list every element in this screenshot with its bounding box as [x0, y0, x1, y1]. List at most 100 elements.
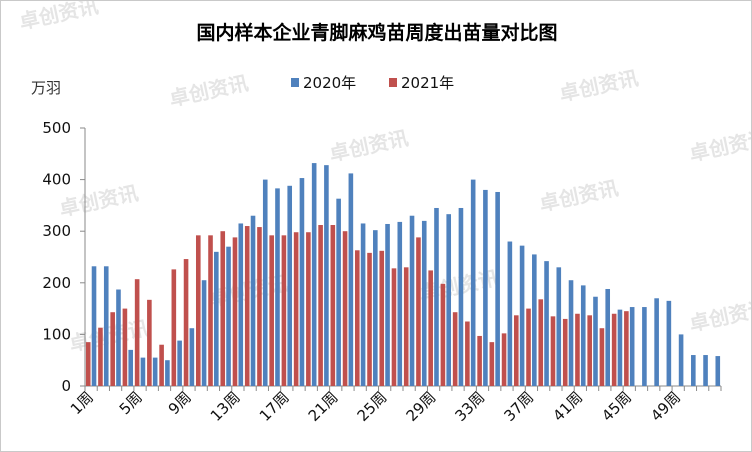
bar-2021 — [85, 342, 91, 386]
bar-2021 — [98, 327, 103, 386]
bar-2021 — [122, 308, 128, 386]
x-tick-label: 13周 — [207, 388, 244, 425]
bar-2021 — [330, 225, 336, 386]
plot-area: 0 100 200 300 400 500 1周 5周 9周 13周 17周 21周 25周 29周 33周… — [42, 119, 722, 425]
x-tick-label: 29周 — [403, 388, 440, 425]
bar-2021 — [281, 235, 287, 386]
bar-2020 — [152, 357, 158, 386]
bar-2020 — [446, 214, 452, 386]
legend-label: 2020年 — [303, 74, 356, 92]
bar-2020 — [593, 296, 598, 386]
bar-2021 — [550, 316, 556, 386]
bar-2020 — [507, 241, 513, 386]
bar-2020 — [262, 179, 268, 386]
bar-2021 — [575, 313, 580, 386]
bar-2020 — [128, 349, 134, 386]
bar-2021 — [110, 312, 115, 386]
bar-2021 — [183, 259, 189, 386]
x-tick-label: 37周 — [500, 388, 537, 425]
bar-2021 — [416, 237, 421, 386]
bar-2021 — [452, 312, 458, 386]
bar-2020 — [116, 289, 121, 386]
y-tick-label: 100 — [42, 325, 71, 343]
watermark-text: 卓创资讯 — [557, 66, 640, 106]
bar-2021 — [379, 250, 385, 386]
bar-2021 — [428, 270, 433, 386]
bar-2021 — [465, 321, 470, 386]
bar-2021 — [159, 344, 164, 386]
bar-2020 — [421, 220, 427, 386]
watermark-text: 卓创资讯 — [687, 296, 751, 336]
y-tick-label: 400 — [42, 171, 71, 189]
x-tick-label: 17周 — [256, 388, 293, 425]
chart-title: 国内样本企业青脚麻鸡苗周度出苗量对比图 — [196, 21, 557, 44]
bar-2021 — [244, 226, 250, 386]
bar-2020 — [299, 178, 305, 386]
bar-2020 — [336, 198, 341, 386]
bar-2021 — [391, 268, 397, 386]
x-tick-label: 49周 — [647, 388, 684, 425]
bar-2020 — [324, 165, 329, 386]
bar-2020 — [287, 185, 293, 386]
bar-2020 — [703, 355, 708, 386]
bar-2021 — [403, 267, 409, 386]
bar-2020 — [165, 360, 170, 386]
bar-2021 — [526, 308, 531, 386]
bar-2021 — [232, 237, 238, 386]
bar-2020 — [691, 355, 696, 386]
bar-2020 — [409, 215, 415, 386]
bar-2020 — [348, 173, 354, 386]
bar-2021 — [354, 250, 360, 386]
bar-2020 — [189, 328, 195, 386]
bar-2021 — [624, 311, 629, 386]
x-tick-label: 9周 — [165, 388, 195, 418]
bar-2021 — [306, 232, 311, 386]
bar-2020 — [519, 245, 525, 386]
bar-2021 — [147, 299, 152, 386]
bar-2020 — [568, 280, 574, 386]
y-tick-label: 500 — [42, 119, 71, 137]
bar-2020 — [373, 230, 378, 386]
bar-2020 — [678, 334, 684, 386]
bar-2020 — [214, 251, 219, 386]
bar-2020 — [580, 285, 586, 386]
watermark-text: 卓创资讯 — [687, 126, 751, 166]
bar-2020 — [275, 188, 280, 386]
bar-2020 — [250, 215, 256, 386]
bar-2020 — [556, 267, 562, 386]
bar-2020 — [91, 266, 97, 386]
bar-2020 — [385, 223, 390, 386]
bar-2021 — [440, 283, 446, 386]
x-tick-label: 33周 — [451, 388, 488, 425]
bar-2021 — [562, 318, 568, 386]
bar-2021 — [477, 335, 482, 386]
bar-2021 — [134, 279, 140, 386]
bar-2020 — [605, 288, 611, 386]
y-tick-label: 300 — [42, 222, 71, 240]
bar-2021 — [587, 315, 592, 386]
bar-2020 — [617, 309, 623, 386]
bar-2021 — [611, 313, 617, 386]
watermark-text: 卓创资讯 — [17, 1, 100, 34]
x-tick-label: 21周 — [305, 388, 342, 425]
legend-label: 2021年 — [401, 74, 454, 92]
bar-2020 — [470, 179, 476, 386]
x-tick-label: 41周 — [549, 388, 586, 425]
bar-2020 — [177, 340, 182, 386]
bar-2021 — [342, 231, 348, 386]
bar-2020 — [311, 163, 317, 386]
bar-2021 — [489, 342, 495, 386]
bar-2020 — [226, 246, 231, 386]
bar-2021 — [195, 235, 201, 386]
y-tick-label: 200 — [42, 274, 71, 292]
bar-2020 — [201, 280, 207, 386]
bar-2020 — [397, 221, 403, 386]
watermark-text: 卓创资讯 — [537, 176, 620, 216]
bar-2020 — [238, 223, 244, 386]
x-tick-label: 1周 — [67, 388, 97, 418]
bar-2020 — [642, 307, 647, 386]
bar-2020 — [654, 298, 659, 386]
x-tick-label: 5周 — [116, 388, 146, 418]
bar-2021 — [318, 225, 323, 386]
